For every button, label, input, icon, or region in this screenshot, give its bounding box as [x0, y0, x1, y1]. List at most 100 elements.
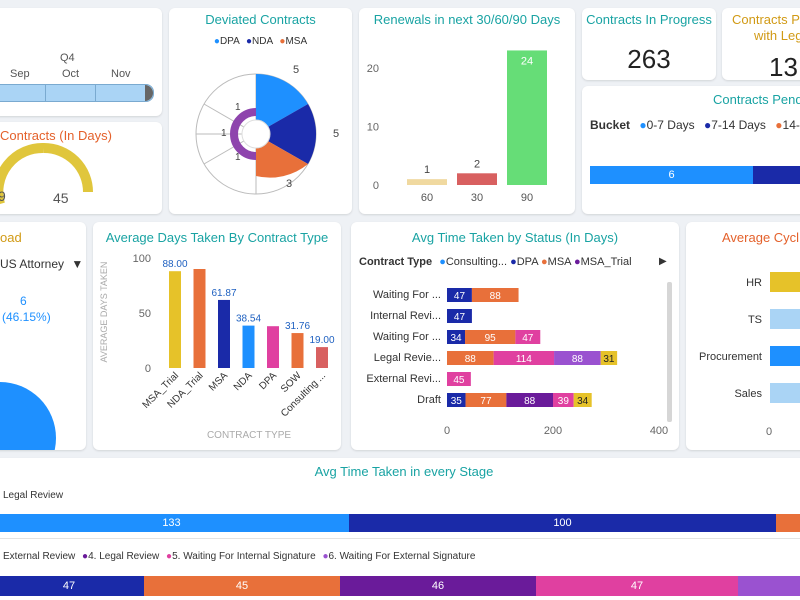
kpi-in-progress-title: Contracts In Progress — [586, 12, 712, 27]
status-bar-segment[interactable] — [447, 351, 494, 365]
avg-days-bar[interactable] — [242, 325, 255, 368]
timeline-range-handle[interactable] — [145, 85, 153, 101]
deviated-label-msa: 3 — [286, 178, 293, 190]
avg-days-bar[interactable] — [193, 269, 206, 368]
renewals-bar[interactable] — [457, 173, 497, 185]
avg-days-bar[interactable] — [169, 271, 181, 368]
status-legend: Contract Type ●Consulting... ●DPA ●MSA ●… — [359, 256, 632, 268]
timeline-range-bar[interactable] — [0, 84, 154, 102]
stage-bar-2-segment-a[interactable]: 47 — [0, 576, 144, 596]
deviated-segment-nda[interactable] — [266, 104, 317, 164]
status-row-label: Waiting For ... — [373, 289, 441, 301]
timeline-month-oct[interactable]: Oct — [62, 68, 80, 80]
pending-bar[interactable]: 6 — [590, 166, 800, 184]
status-bar-segment[interactable] — [600, 351, 618, 365]
status-bar-segment[interactable] — [447, 330, 466, 344]
workload-dropdown[interactable]: US Attorney ▼ — [0, 257, 83, 271]
stage-bar-1-segment-c[interactable] — [776, 514, 800, 532]
avg-days-xlabel: CONTRACT TYPE — [207, 430, 291, 441]
workload-label-count: 6 — [20, 294, 27, 308]
stage-bar-2-segment-d[interactable]: 47 — [536, 576, 738, 596]
stage-bar-2-segment-b[interactable]: 45 — [144, 576, 340, 596]
pending-legend-14: 14- — [782, 118, 800, 132]
cycle-bar-ts[interactable] — [770, 309, 800, 329]
legend-dot-icon: ● — [775, 118, 783, 132]
avg-days-bar-label: 31.76 — [285, 321, 310, 332]
status-bar-label: 77 — [480, 396, 492, 407]
status-bar-segment[interactable] — [465, 330, 516, 344]
pending-bar-segment-7-14[interactable] — [753, 166, 800, 184]
avg-days-card: Average Days Taken By Contract Type 100 5… — [93, 222, 341, 450]
avg-days-bar[interactable] — [267, 326, 279, 368]
legend-dot-icon: ● — [703, 118, 712, 132]
status-bar-segment[interactable] — [553, 393, 574, 407]
status-bar-label: 39 — [558, 396, 570, 407]
pending-bar-segment-0-7[interactable]: 6 — [590, 166, 753, 184]
avg-days-bar[interactable] — [316, 347, 328, 368]
deviated-segment-dpa[interactable] — [256, 73, 308, 128]
renewals-x-tick: 60 — [421, 192, 433, 204]
status-bar-segment[interactable] — [447, 393, 466, 407]
status-bar-label: 88 — [465, 354, 477, 365]
avg-days-x-tick: NDA — [232, 370, 255, 393]
avg-days-bar-label: 38.54 — [236, 314, 261, 325]
workload-dropdown-value: US Attorney — [0, 257, 65, 271]
status-bar-segment[interactable] — [506, 393, 553, 407]
status-chart: Waiting For ... 47 88 Internal Revi... 47 Wai… — [366, 288, 668, 437]
avg-days-x-tick: DPA — [257, 370, 279, 392]
status-title: Avg Time Taken by Status (In Days) — [411, 230, 619, 245]
workload-card: oad US Attorney ▼ 6 (46.15%) — [0, 222, 86, 450]
cycle-bar-sales[interactable] — [770, 383, 800, 403]
legend-next-icon[interactable]: ▶ — [659, 256, 667, 267]
avg-days-bar-label: 19.00 — [309, 335, 334, 346]
status-bar-segment[interactable] — [465, 393, 507, 407]
stage-bar-2-segment-c[interactable]: 46 — [340, 576, 536, 596]
status-bar-segment[interactable] — [447, 372, 471, 386]
status-bar-label: 47 — [454, 291, 466, 302]
timeline-month-nov[interactable]: Nov — [111, 68, 131, 80]
stage-legend-1: Legal Review — [3, 490, 64, 501]
status-bar-label: 88 — [524, 396, 536, 407]
stage-bar-2[interactable]: 47 45 46 47 — [0, 576, 800, 596]
stage-bar-1-segment-b[interactable]: 100 — [349, 514, 776, 532]
status-bar-segment[interactable] — [573, 393, 592, 407]
stage-legend-legal-review: 4. Legal Review — [88, 551, 160, 562]
cycle-row-hr: HR — [746, 277, 762, 289]
pending-legend-title: Bucket — [590, 118, 631, 132]
avg-days-bar-label: 88.00 — [162, 259, 187, 270]
stage-bar-1-segment-a[interactable]: 133 — [0, 514, 349, 532]
status-bar-segment[interactable] — [515, 330, 541, 344]
stage-bar-2-label-d: 47 — [630, 580, 644, 592]
stage-bar-2-segment-e[interactable] — [738, 576, 800, 596]
status-bar-segment[interactable] — [493, 351, 555, 365]
deviated-contracts-card: Deviated Contracts ●DPA ●NDA ●MSA 5 5 3 … — [169, 8, 352, 214]
stage-bar-1[interactable]: 133 100 — [0, 514, 800, 532]
cycle-bar-procurement[interactable] — [770, 346, 800, 366]
renewals-card: Renewals in next 30/60/90 Days 20 10 0 1 60 2… — [359, 8, 575, 214]
status-row-label: Draft — [417, 394, 441, 406]
gauge-card: Contracts (In Days) 9 45 — [0, 122, 162, 214]
renewals-y-tick: 20 — [367, 63, 379, 75]
cycle-bar-hr[interactable] — [770, 272, 800, 292]
timeline-month-sep[interactable]: Sep — [10, 68, 30, 80]
status-bar-segment[interactable] — [471, 288, 519, 302]
status-legend-title: Contract Type — [359, 256, 433, 268]
renewals-y-tick: 10 — [367, 122, 379, 134]
renewals-bar[interactable] — [407, 179, 447, 185]
stage-divider — [0, 538, 800, 539]
status-bar-segment[interactable] — [554, 351, 601, 365]
stage-bar-2-label-a: 47 — [62, 580, 76, 592]
legend-dot-icon: ● — [639, 118, 647, 132]
avg-days-bar[interactable] — [218, 299, 230, 368]
deviated-inner-label-2: 1 — [221, 128, 227, 139]
legend-dot-icon: ● — [439, 256, 446, 268]
status-row-label: Legal Revie... — [374, 352, 441, 364]
renewals-bar[interactable] — [507, 50, 547, 186]
status-legend-msa: MSA — [547, 256, 571, 268]
status-scrollbar[interactable] — [667, 282, 672, 422]
stage-legend-2: External Review ●4. Legal Review ●5. Wai… — [3, 551, 475, 562]
status-bar-segment[interactable] — [447, 288, 472, 302]
status-bar-segment[interactable] — [447, 309, 472, 323]
deviated-segment-msa[interactable] — [256, 140, 308, 178]
avg-days-bar[interactable] — [291, 333, 304, 368]
